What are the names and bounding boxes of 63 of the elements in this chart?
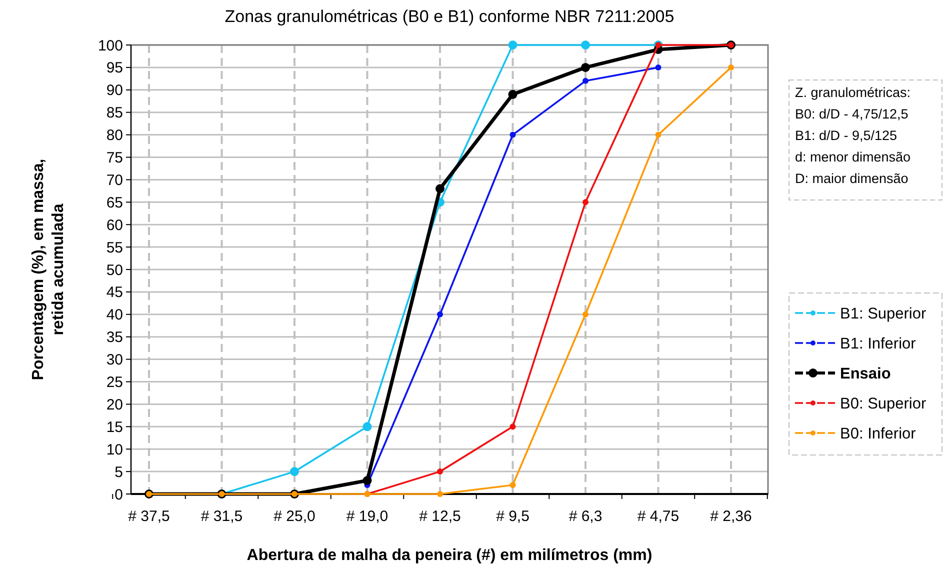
y-axis-title: Porcentagem (%), em massa, retida acumulada: [30, 158, 67, 380]
point: [510, 482, 516, 488]
text: d: menor dimensão: [795, 150, 911, 164]
text: B0: d/D - 4,75/12,5: [795, 106, 908, 122]
x-tick-label: # 19,0: [346, 508, 388, 525]
y-tick-label: 95: [106, 60, 123, 77]
y-tick-label: 45: [106, 284, 123, 302]
point: [290, 467, 299, 476]
x-tick-label: # 25,0: [274, 508, 316, 525]
legend-label: B1: Inferior: [840, 335, 916, 352]
point: [582, 78, 588, 84]
chart-title: Zonas granulométricas (B0 e B1) conforme NBR 7211:2005: [224, 7, 674, 26]
y-tick-label: 20: [106, 396, 123, 414]
y-tick-label: 5: [114, 464, 123, 481]
point: [655, 64, 662, 70]
y-tick-label: 70: [106, 172, 123, 189]
text: B1: d/D - 9,5/125: [795, 128, 898, 143]
point: [581, 40, 590, 50]
text: Z. granulométricas:: [795, 85, 911, 100]
y-tick-label: 75: [106, 150, 123, 166]
legend-label: Ensaio: [840, 365, 891, 382]
legend-label: B0: Inferior: [840, 425, 916, 442]
point: [437, 491, 443, 497]
point: [508, 40, 518, 50]
y-tick-label: 30: [106, 352, 123, 369]
y-tick-label: 0: [114, 486, 123, 504]
point: [510, 132, 516, 138]
point: [437, 468, 443, 475]
y-tick-label: 80: [106, 127, 123, 144]
text: D: maior dimensão: [795, 171, 908, 186]
x-tick-label: # 9,5: [496, 508, 530, 525]
y-tick-label: 90: [106, 82, 123, 100]
y-tick-label: 15: [106, 418, 123, 436]
y-tick-label: 60: [106, 216, 123, 234]
point: [437, 311, 443, 318]
y-tick-label: 100: [98, 37, 123, 54]
x-tick-label: # 37,5: [128, 508, 170, 525]
point: [655, 132, 662, 138]
point: [581, 62, 590, 72]
legend-label: B0: Superior: [840, 395, 926, 412]
y-tick-label: 25: [106, 374, 123, 391]
point: [362, 476, 372, 486]
y-tick-label: 40: [106, 306, 123, 324]
point: [510, 424, 516, 430]
y-tick-label: 85: [106, 104, 123, 122]
point: [362, 422, 372, 432]
legend-label: B1: Superior: [840, 305, 926, 322]
x-tick-label: # 12,5: [419, 508, 461, 525]
x-tick-label: # 4,75: [637, 508, 680, 525]
y-tick-label: 50: [106, 262, 123, 279]
y-tick-label: 65: [106, 194, 123, 212]
x-tick-label: # 6,3: [568, 508, 602, 525]
y-tick-label: 10: [106, 441, 123, 458]
point: [508, 90, 518, 99]
point: [436, 184, 444, 194]
point: [728, 64, 734, 70]
point: [582, 311, 588, 318]
point: [582, 199, 588, 206]
x-axis-title: Abertura de malha da peneira (#) em milímetros (mm): [246, 547, 652, 564]
y-tick-label: 35: [106, 329, 123, 346]
x-tick-label: # 31,5: [200, 508, 243, 525]
x-tick-label: # 2,36: [710, 508, 752, 525]
y-tick-label: 55: [106, 239, 123, 256]
